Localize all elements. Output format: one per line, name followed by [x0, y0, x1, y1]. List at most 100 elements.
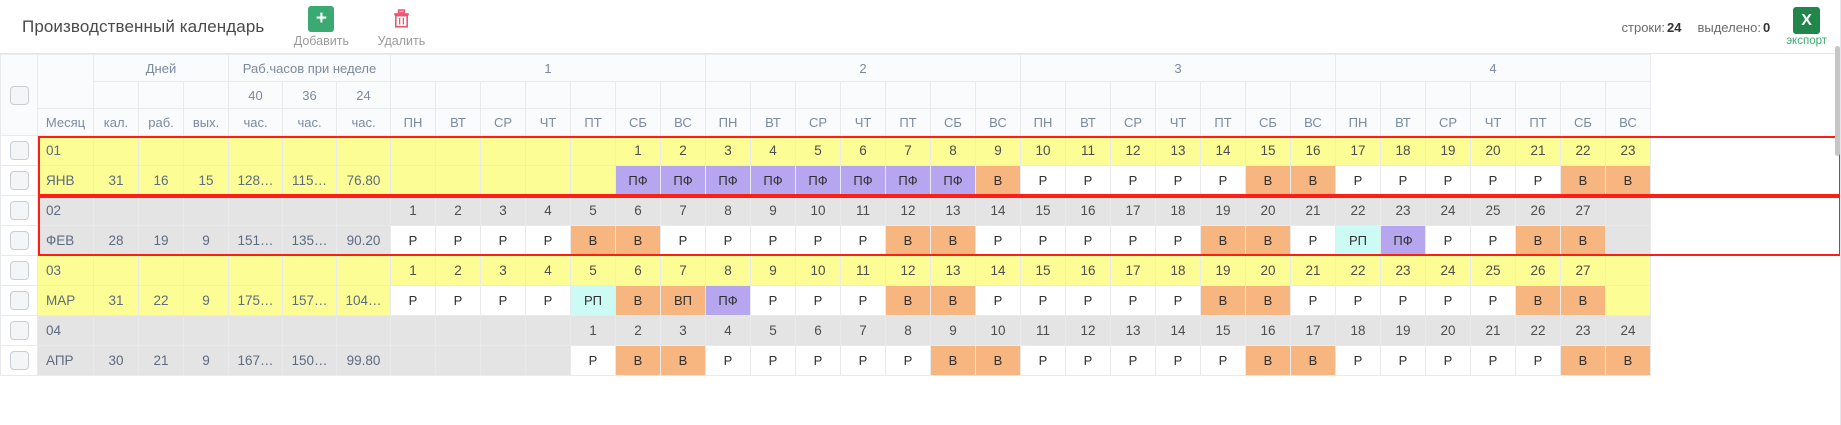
cell-day-code-8[interactable]: Р	[705, 345, 751, 376]
cell-month[interactable]: 04	[37, 315, 94, 346]
cell-day-number-18[interactable]: 18	[1155, 195, 1201, 226]
cell-day-code-20[interactable]: В	[1245, 345, 1291, 376]
cell-day-code-22[interactable]: Р	[1335, 165, 1381, 196]
cell-day-code-1[interactable]	[390, 165, 436, 196]
cell-day-number-2[interactable]: 2	[435, 195, 481, 226]
cell-day-number-27[interactable]: 27	[1560, 255, 1606, 286]
cell-hours-40[interactable]: 128…	[228, 165, 283, 196]
table-row[interactable]: 04 1 2 3 4 5 6 7 8 9 10 11 12 13 14 15 16 17 18 19 20 21 22 23 2…	[0, 315, 1651, 346]
cell-cal-days[interactable]: 31	[93, 285, 139, 316]
table-row[interactable]: ЯНВ 31 16 15 128… 115… 76.80 ПФ ПФ ПФ ПФ ПФ ПФ ПФ ПФ В Р…	[0, 165, 1651, 196]
cell-day-code-14[interactable]: Р	[975, 225, 1021, 256]
cell-day-number-18[interactable]: 18	[1155, 255, 1201, 286]
cell-day-code-19[interactable]: Р	[1200, 165, 1246, 196]
cell-day-code-15[interactable]: Р	[1020, 285, 1066, 316]
cell-day-number-20[interactable]: 20	[1245, 255, 1291, 286]
cell-day-code-9[interactable]: ПФ	[750, 165, 796, 196]
cell-day-code-13[interactable]: В	[930, 285, 976, 316]
calendar-grid-container[interactable]: Дней Раб.часов при неделе 1 2 3 4 40 36 24 Меся…	[0, 54, 1841, 425]
cell-day-number-3[interactable]	[480, 315, 526, 346]
cell-work-days[interactable]: 21	[138, 345, 184, 376]
cell-day-code-6[interactable]: В	[615, 345, 661, 376]
cell-work-days[interactable]: 22	[138, 285, 184, 316]
cell-day-code-17[interactable]: Р	[1110, 165, 1156, 196]
vertical-scrollbar-thumb[interactable]	[1835, 46, 1840, 156]
cell-day-number-14[interactable]: 9	[975, 135, 1021, 166]
cell-hours-36[interactable]	[282, 255, 337, 286]
cell-day-number-2[interactable]	[435, 315, 481, 346]
cell-day-number-7[interactable]: 7	[660, 195, 706, 226]
cell-day-code-26[interactable]: В	[1515, 285, 1561, 316]
add-button[interactable]: + Добавить	[290, 5, 352, 48]
cell-day-number-15[interactable]: 11	[1020, 315, 1066, 346]
cell-day-code-23[interactable]: Р	[1380, 285, 1426, 316]
cell-hours-36[interactable]: 135…	[282, 225, 337, 256]
cell-day-number-21[interactable]: 17	[1290, 315, 1336, 346]
cell-day-number-3[interactable]: 3	[480, 255, 526, 286]
cell-day-number-15[interactable]: 15	[1020, 195, 1066, 226]
cell-day-number-24[interactable]: 20	[1425, 315, 1471, 346]
cell-day-number-14[interactable]: 14	[975, 255, 1021, 286]
cell-day-number-10[interactable]: 10	[795, 255, 841, 286]
cell-day-code-22[interactable]: РП	[1335, 225, 1381, 256]
row-checkbox[interactable]	[9, 321, 29, 340]
cell-day-code-6[interactable]: В	[615, 285, 661, 316]
cell-hours-40[interactable]	[228, 135, 283, 166]
cell-day-code-2[interactable]: Р	[435, 285, 481, 316]
cell-day-code-21[interactable]: В	[1290, 165, 1336, 196]
cell-day-code-19[interactable]: В	[1200, 285, 1246, 316]
table-row[interactable]: АПР 30 21 9 167… 150… 99.80 Р В В Р Р Р Р Р В В Р Р Р Р Р В В Р Р…	[0, 345, 1651, 376]
table-row[interactable]: 01 1 2 3 4 5 6 7 8 9 10 11 12 13 14 15 16 17 18 19 20 21 22 23	[0, 135, 1651, 166]
cell-day-code-25[interactable]: Р	[1470, 285, 1516, 316]
cell-day-code-5[interactable]: Р	[570, 345, 616, 376]
cell-day-number-8[interactable]: 8	[705, 255, 751, 286]
cell-day-number-27[interactable]: 22	[1560, 135, 1606, 166]
cell-day-number-1[interactable]: 1	[390, 255, 436, 286]
cell-work-days[interactable]	[138, 255, 184, 286]
cell-day-number-11[interactable]: 7	[840, 315, 886, 346]
cell-hours-24[interactable]: 99.80	[336, 345, 391, 376]
table-row[interactable]: МАР 31 22 9 175… 157… 104… Р Р Р Р РП В ВП ПФ Р Р Р В В Р Р Р Р…	[0, 285, 1651, 316]
cell-day-number-6[interactable]: 6	[615, 195, 661, 226]
cell-day-number-11[interactable]: 6	[840, 135, 886, 166]
cell-day-number-4[interactable]: 4	[525, 195, 571, 226]
cell-day-code-15[interactable]: Р	[1020, 165, 1066, 196]
cell-day-code-28[interactable]: В	[1605, 345, 1651, 376]
cell-work-days[interactable]	[138, 195, 184, 226]
cell-day-number-9[interactable]: 9	[750, 255, 796, 286]
delete-button[interactable]: Удалить	[370, 5, 432, 48]
cell-day-code-20[interactable]: В	[1245, 225, 1291, 256]
cell-day-code-1[interactable]: Р	[390, 225, 436, 256]
cell-month[interactable]: МАР	[37, 285, 94, 316]
cell-day-number-8[interactable]: 4	[705, 315, 751, 346]
cell-day-number-6[interactable]: 2	[615, 315, 661, 346]
cell-day-code-4[interactable]	[525, 165, 571, 196]
cell-day-code-16[interactable]: Р	[1065, 225, 1111, 256]
cell-day-number-13[interactable]: 9	[930, 315, 976, 346]
cell-day-code-9[interactable]: Р	[750, 285, 796, 316]
row-checkbox[interactable]	[9, 291, 29, 310]
cell-day-code-8[interactable]: ПФ	[705, 285, 751, 316]
cell-day-code-1[interactable]: Р	[390, 285, 436, 316]
cell-day-number-2[interactable]: 2	[435, 255, 481, 286]
row-checkbox[interactable]	[9, 141, 29, 160]
row-checkbox-cell[interactable]	[0, 255, 38, 286]
cell-work-days[interactable]	[138, 315, 184, 346]
cell-day-number-17[interactable]: 17	[1110, 195, 1156, 226]
cell-day-code-16[interactable]: Р	[1065, 285, 1111, 316]
cell-off-days[interactable]: 9	[183, 225, 229, 256]
cell-day-code-27[interactable]: В	[1560, 225, 1606, 256]
cell-hours-24[interactable]	[336, 135, 391, 166]
cell-day-code-28[interactable]	[1605, 225, 1651, 256]
row-checkbox[interactable]	[9, 171, 29, 190]
cell-hours-24[interactable]: 90.20	[336, 225, 391, 256]
cell-day-number-16[interactable]: 11	[1065, 135, 1111, 166]
cell-day-code-26[interactable]: Р	[1515, 165, 1561, 196]
cell-day-number-13[interactable]: 13	[930, 195, 976, 226]
cell-day-number-15[interactable]: 10	[1020, 135, 1066, 166]
cell-day-number-12[interactable]: 8	[885, 315, 931, 346]
cell-day-code-4[interactable]: Р	[525, 225, 571, 256]
cell-day-number-5[interactable]: 5	[570, 195, 616, 226]
cell-day-number-17[interactable]: 17	[1110, 255, 1156, 286]
cell-day-code-10[interactable]: Р	[795, 285, 841, 316]
